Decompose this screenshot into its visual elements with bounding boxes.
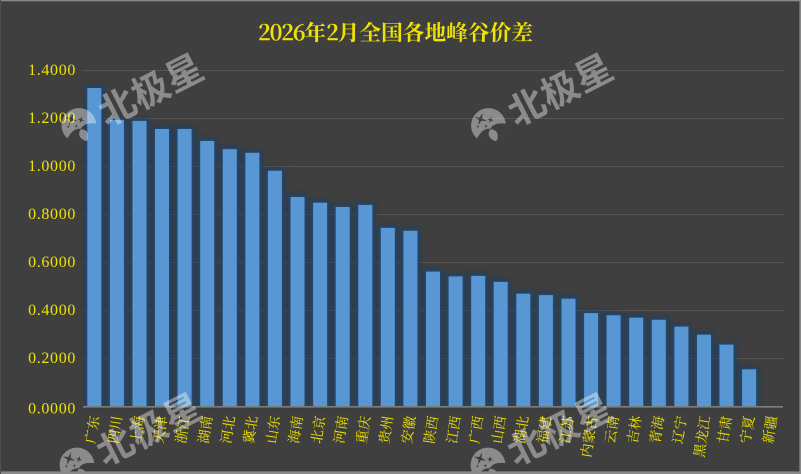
svg-text:0.6000: 0.6000 (28, 254, 76, 271)
svg-text:1.4000: 1.4000 (28, 62, 76, 79)
svg-text:0.2000: 0.2000 (28, 350, 76, 367)
svg-text:1.2000: 1.2000 (28, 110, 76, 127)
svg-text:0.4000: 0.4000 (28, 302, 76, 319)
svg-text:0.0000: 0.0000 (28, 401, 76, 418)
svg-text:0.8000: 0.8000 (28, 206, 76, 223)
svg-text:1.0000: 1.0000 (28, 158, 76, 175)
